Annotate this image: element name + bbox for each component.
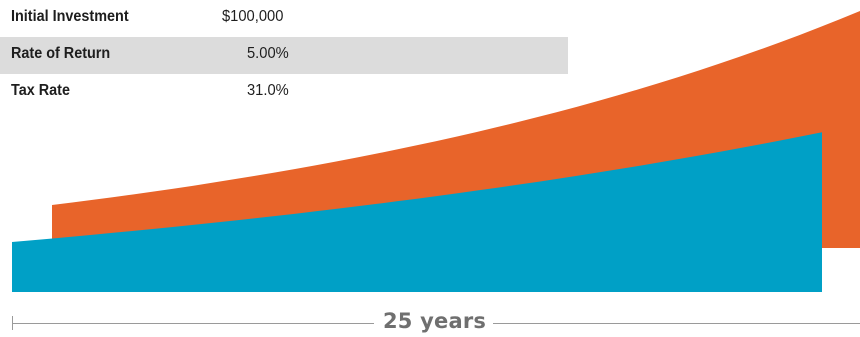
param-row-rate-of-return: Rate of Return 5.00% bbox=[0, 37, 568, 74]
param-row-tax-rate: Tax Rate 31.0% bbox=[0, 74, 568, 111]
duration-label: 25 years bbox=[383, 309, 487, 333]
param-value: $100,000 bbox=[222, 8, 284, 25]
series-area-blue bbox=[12, 132, 822, 292]
parameters-table: Initial Investment $100,000 Rate of Retu… bbox=[0, 0, 568, 111]
param-value: 31.0% bbox=[247, 82, 289, 99]
param-row-initial-investment: Initial Investment $100,000 bbox=[0, 0, 568, 37]
duration-line-left bbox=[12, 323, 374, 324]
param-label: Initial Investment bbox=[11, 8, 129, 25]
param-value: 5.00% bbox=[247, 45, 289, 62]
param-label: Rate of Return bbox=[11, 45, 111, 62]
param-label: Tax Rate bbox=[11, 82, 70, 99]
duration-line-right bbox=[493, 323, 860, 324]
